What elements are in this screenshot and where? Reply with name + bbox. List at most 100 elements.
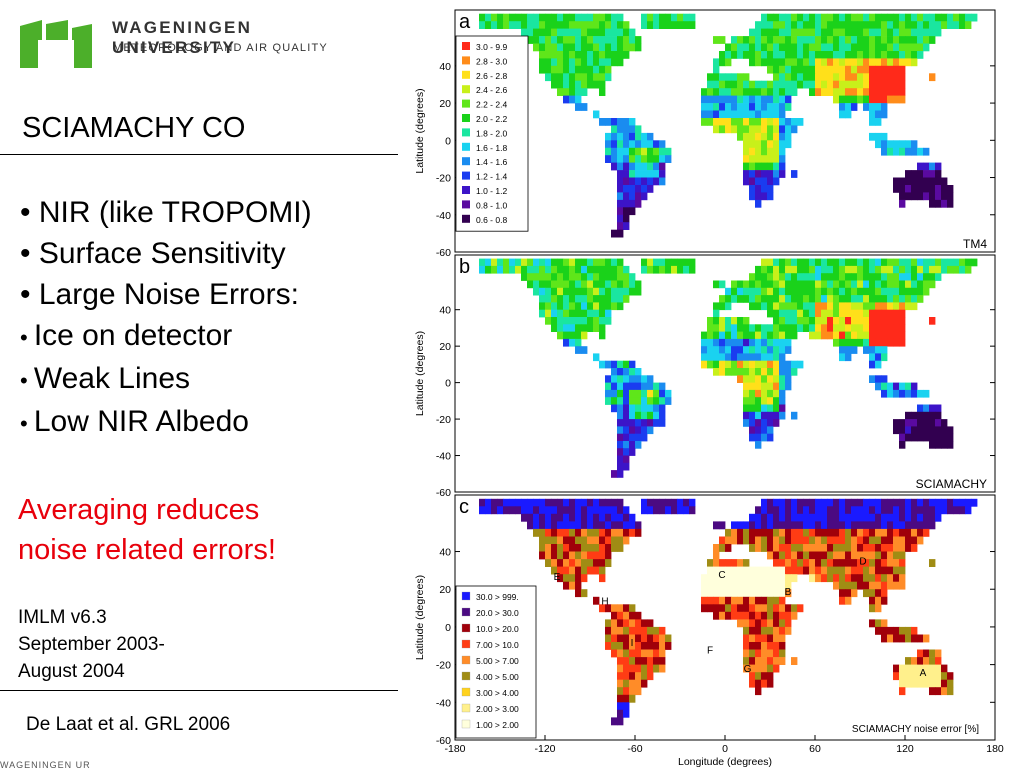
- map-cell: [569, 551, 576, 560]
- map-cell: [617, 626, 624, 635]
- map-cell: [869, 58, 876, 67]
- map-cell: [755, 589, 762, 598]
- map-cell: [869, 506, 876, 515]
- map-cell: [803, 265, 810, 274]
- map-cell: [563, 581, 570, 590]
- map-cell: [803, 498, 810, 507]
- map-cell: [527, 521, 534, 530]
- map-cell: [863, 581, 870, 590]
- map-cell: [905, 544, 912, 552]
- map-cell: [803, 528, 810, 537]
- map-cell: [833, 21, 840, 29]
- map-cell: [749, 28, 756, 37]
- map-cell: [737, 324, 744, 332]
- map-cell: [515, 258, 522, 267]
- map-cell: [779, 287, 786, 296]
- map-cell: [617, 702, 624, 711]
- map-cell: [803, 513, 810, 522]
- map-cell: [737, 36, 744, 44]
- map-cell: [869, 302, 876, 311]
- map-cell: [755, 397, 762, 405]
- map-cell: [833, 513, 840, 522]
- map-cell: [611, 470, 618, 478]
- map-cell: [827, 528, 834, 537]
- map-cell: [725, 43, 732, 52]
- map-cell: [893, 80, 900, 89]
- map-cell: [761, 397, 768, 405]
- map-cell: [815, 317, 822, 325]
- legend-swatch: [461, 607, 471, 617]
- map-cell: [599, 574, 606, 583]
- map-cell: [575, 338, 582, 347]
- bullet-label: NIR (like TROPOMI): [38, 196, 312, 229]
- map-cell: [707, 574, 714, 583]
- map-cell: [725, 581, 732, 590]
- map-cell: [575, 302, 582, 311]
- map-cell: [743, 611, 750, 620]
- map-cell: [737, 566, 744, 575]
- map-cell: [803, 287, 810, 296]
- map-cell: [629, 273, 636, 281]
- map-cell: [779, 506, 786, 515]
- map-cell: [803, 73, 810, 82]
- map-cell: [563, 51, 570, 59]
- map-cell: [623, 634, 630, 643]
- map-cell: [761, 21, 768, 29]
- legend-swatch: [461, 671, 471, 681]
- map-cell: [851, 88, 858, 96]
- map-cell: [773, 51, 780, 59]
- map-cell: [851, 273, 858, 281]
- map-cell: [821, 528, 828, 537]
- map-cell: [797, 551, 804, 560]
- map-cell: [749, 331, 756, 340]
- legend-swatch: [461, 719, 471, 729]
- map-cell: [605, 147, 612, 156]
- map-cell: [527, 13, 534, 22]
- map-cell: [917, 192, 924, 201]
- map-cell: [629, 411, 636, 420]
- map-cell: [755, 634, 762, 643]
- map-cell: [833, 265, 840, 274]
- map-cell: [851, 28, 858, 37]
- map-cell: [557, 287, 564, 296]
- map-cell: [851, 280, 858, 289]
- map-cell: [869, 360, 876, 369]
- map-cell: [881, 317, 888, 325]
- map-cell: [827, 21, 834, 29]
- map-cell: [563, 295, 570, 303]
- map-cell: [617, 177, 624, 186]
- map-cell: [569, 581, 576, 590]
- map-cell: [839, 110, 846, 119]
- map-cell: [629, 626, 636, 635]
- map-cell: [893, 634, 900, 643]
- map-cell: [923, 185, 930, 193]
- map-cell: [857, 536, 864, 545]
- map-cell: [737, 110, 744, 119]
- map-cell: [749, 353, 756, 362]
- map-cell: [773, 551, 780, 560]
- map-cell: [719, 574, 726, 583]
- map-cell: [629, 441, 636, 449]
- map-cell: [575, 295, 582, 303]
- map-cell: [623, 448, 630, 456]
- map-cell: [809, 51, 816, 59]
- map-cell: [833, 287, 840, 296]
- legend-label: 7.00 > 10.0: [476, 640, 519, 650]
- map-cell: [809, 559, 816, 567]
- map-cell: [911, 513, 918, 522]
- map-cell: [617, 51, 624, 59]
- map-cell: [749, 664, 756, 673]
- map-cell: [899, 382, 906, 391]
- map-cell: [815, 528, 822, 537]
- map-cell: [761, 536, 768, 545]
- map-cell: [905, 536, 912, 545]
- map-cell: [779, 353, 786, 362]
- map-cell: [617, 58, 624, 67]
- map-cell: [749, 642, 756, 650]
- map-cell: [809, 498, 816, 507]
- map-cell: [749, 397, 756, 405]
- map-cell: [875, 65, 882, 74]
- map-cell: [797, 13, 804, 22]
- map-cell: [851, 258, 858, 267]
- map-cell: [551, 287, 558, 296]
